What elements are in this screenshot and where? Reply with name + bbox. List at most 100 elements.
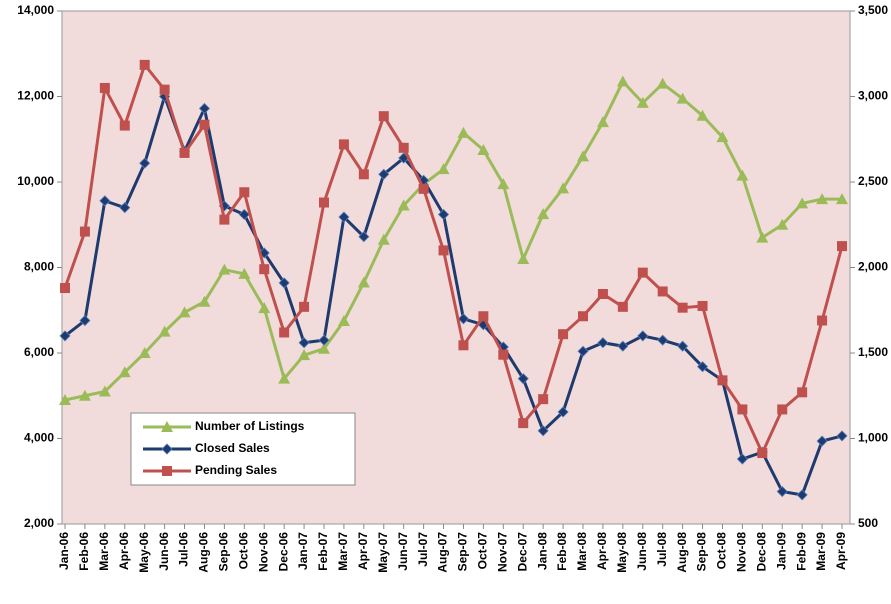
data-point <box>836 193 848 205</box>
data-point <box>537 425 549 437</box>
x-tick-label: Dec-08 <box>754 532 768 572</box>
data-point <box>158 325 171 337</box>
data-point <box>517 373 529 385</box>
x-tick-label: Jun-06 <box>157 532 171 571</box>
data-point <box>139 59 150 70</box>
x-tick-label: May-08 <box>615 532 629 573</box>
x-tick-label: Feb-06 <box>77 532 91 571</box>
x-tick-label: Apr-07 <box>356 532 370 570</box>
x-tick-label: Jul-07 <box>416 532 430 567</box>
y2-tick-label: 1,000 <box>858 431 888 445</box>
data-point <box>796 197 809 209</box>
data-point <box>637 267 648 278</box>
data-point <box>119 120 130 131</box>
data-point <box>478 311 489 322</box>
x-tick-label: Jan-09 <box>774 532 788 570</box>
data-point <box>756 231 769 243</box>
x-tick-label: Jan-07 <box>296 532 310 570</box>
data-point <box>437 163 450 175</box>
x-tick-label: Feb-09 <box>794 532 808 571</box>
data-point <box>577 150 589 162</box>
data-point <box>318 334 330 346</box>
x-tick-label: Nov-07 <box>495 532 509 572</box>
x-tick-label: Oct-07 <box>476 532 490 570</box>
legend-label: Closed Sales <box>195 441 270 455</box>
series-line <box>64 91 843 497</box>
data-point <box>238 267 251 279</box>
data-point <box>498 349 509 360</box>
data-point <box>736 453 748 465</box>
data-point <box>199 119 210 130</box>
x-tick-label: Aug-08 <box>675 532 689 573</box>
data-point <box>278 277 290 289</box>
data-point <box>337 314 350 326</box>
data-point <box>657 334 669 346</box>
x-tick-label: Jun-07 <box>396 532 410 571</box>
data-point <box>578 311 588 322</box>
data-point <box>817 315 828 326</box>
data-point <box>358 231 370 243</box>
data-point <box>696 109 709 121</box>
data-point <box>378 168 390 180</box>
data-point <box>338 211 350 223</box>
y-tick-label: 12,000 <box>17 89 54 103</box>
data-point <box>357 276 370 288</box>
data-point <box>198 295 211 307</box>
data-point <box>577 345 589 357</box>
y-tick-label: 6,000 <box>24 345 54 359</box>
data-point <box>377 233 390 245</box>
data-point <box>697 300 708 311</box>
data-point <box>239 187 250 198</box>
data-point <box>616 75 629 87</box>
x-tick-label: Jul-08 <box>655 532 669 567</box>
data-point <box>338 139 349 150</box>
x-tick-label: Feb-07 <box>316 532 330 571</box>
x-tick-label: Jul-06 <box>177 532 191 567</box>
data-point <box>398 142 409 153</box>
data-point <box>736 169 749 181</box>
series-line <box>63 61 844 457</box>
data-point <box>298 337 310 349</box>
data-point <box>538 394 549 405</box>
data-point <box>617 301 628 312</box>
x-tick-label: Mar-07 <box>336 532 350 571</box>
data-point <box>696 361 709 373</box>
data-point <box>397 199 410 211</box>
x-tick-label: Nov-08 <box>735 532 749 572</box>
x-tick-label: Aug-07 <box>436 532 450 573</box>
y2-tick-label: 3,000 <box>858 89 888 103</box>
data-point <box>219 214 230 225</box>
data-point <box>299 301 310 312</box>
y2-tick-label: 2,500 <box>858 174 888 188</box>
data-point <box>597 337 609 349</box>
data-point <box>139 157 151 169</box>
data-point <box>797 387 808 398</box>
data-point <box>636 96 649 108</box>
x-tick-label: Apr-08 <box>595 532 609 570</box>
y2-tick-label: 3,500 <box>858 3 888 17</box>
x-tick-label: Sep-06 <box>217 532 231 572</box>
data-point <box>278 372 291 384</box>
data-point <box>438 245 449 256</box>
data-point <box>517 252 530 264</box>
y-tick-label: 10,000 <box>17 174 54 188</box>
data-point <box>437 208 450 221</box>
data-point <box>198 102 211 115</box>
x-tick-label: Jan-08 <box>535 532 549 570</box>
data-point <box>837 241 847 252</box>
data-point <box>716 131 729 143</box>
data-point <box>557 406 569 418</box>
data-point <box>298 349 311 361</box>
data-point <box>477 143 490 155</box>
x-tick-label: Apr-06 <box>117 532 131 570</box>
data-point <box>118 366 131 378</box>
data-point <box>656 77 669 89</box>
x-tick-label: Apr-09 <box>834 532 848 570</box>
data-point <box>777 404 788 415</box>
data-point <box>816 193 829 205</box>
data-point <box>518 418 529 429</box>
legend-marker <box>161 421 173 432</box>
data-point <box>179 147 190 158</box>
data-point <box>418 183 429 194</box>
